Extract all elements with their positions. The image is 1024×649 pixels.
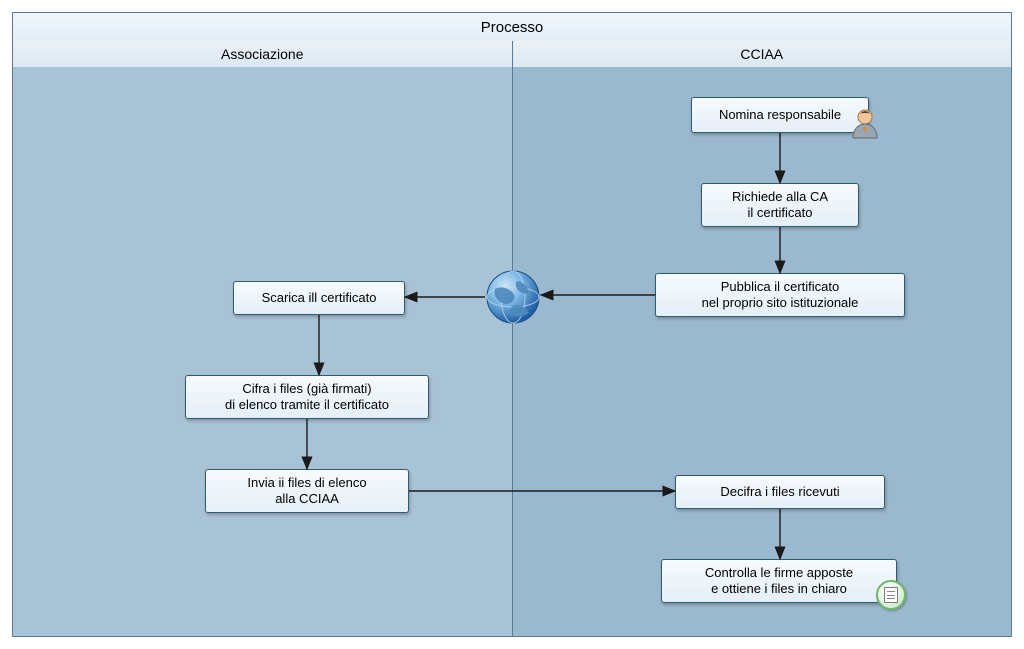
document-icon [876,580,906,610]
lane-header-assoc: Associazione [13,41,513,67]
node-text: Richiede alla CA il certificato [732,189,828,222]
globe-icon [485,269,541,325]
node-nomina-responsabile: Nomina responsabile [691,97,869,133]
diagram-root: Processo Associazione CCIAA Nomina respo… [12,12,1012,637]
node-controlla-firme: Controlla le firme apposte e ottiene i f… [661,559,897,603]
node-text: Decifra i files ricevuti [720,484,839,500]
lane-header-cciaa: CCIAA [513,41,1012,67]
lanes-body [13,67,1011,636]
node-scarica-certificato: Scarica ill certificato [233,281,405,315]
lane-headers: Associazione CCIAA [13,41,1011,68]
lane-cciaa [513,67,1012,636]
node-invia-files: Invia ii files di elenco alla CCIAA [205,469,409,513]
node-text: Cifra i files (già firmati) di elenco tr… [225,381,389,414]
node-cifra-files: Cifra i files (già firmati) di elenco tr… [185,375,429,419]
node-text: Controlla le firme apposte e ottiene i f… [705,565,853,598]
node-decifra-files: Decifra i files ricevuti [675,475,885,509]
node-pubblica-certificato: Pubblica il certificato nel proprio sito… [655,273,905,317]
pool-title: Processo [13,13,1011,42]
node-text: Pubblica il certificato nel proprio sito… [702,279,859,312]
pool-title-text: Processo [481,19,544,36]
lane-assoc [13,67,513,636]
person-icon [850,108,880,146]
node-richiede-ca: Richiede alla CA il certificato [701,183,859,227]
node-text: Nomina responsabile [719,107,841,123]
node-text: Invia ii files di elenco alla CCIAA [247,475,366,508]
lane-header-assoc-text: Associazione [221,46,304,62]
lane-header-cciaa-text: CCIAA [740,46,783,62]
node-text: Scarica ill certificato [262,290,377,306]
